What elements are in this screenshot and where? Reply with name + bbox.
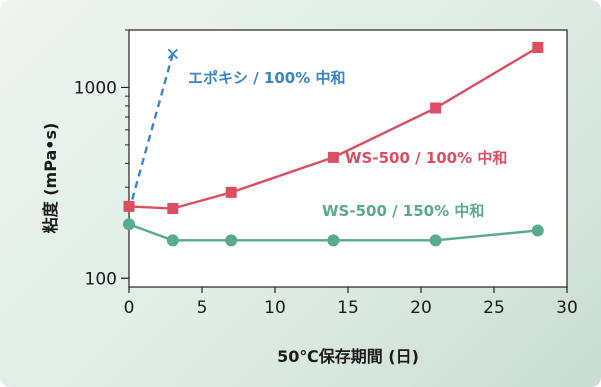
series-1 (123, 41, 544, 215)
series-layer (123, 41, 544, 247)
series-label-epoxy: エポキシ / 100% 中和 (188, 69, 346, 87)
x-tick-label-20: 20 (410, 298, 432, 318)
series-1-point-1 (167, 203, 179, 215)
series-2-point-5 (531, 224, 544, 237)
series-0-point-1 (167, 48, 178, 59)
y-tick-label-1000: 1000 (74, 78, 117, 98)
x-tick-label-25: 25 (483, 298, 505, 318)
x-tick-label-0: 0 (124, 298, 135, 318)
y-tick-label-100: 100 (85, 269, 117, 289)
labels: 50℃保存期間 (日) 粘度 (mPa•s) エポキシ / 100% 中和 WS… (41, 69, 507, 366)
series-2-point-1 (166, 234, 179, 247)
series-line-1 (128, 46, 539, 210)
series-line-0 (127, 53, 174, 212)
x-tick-label-15: 15 (337, 298, 359, 318)
x-tick-label-30: 30 (556, 298, 578, 318)
x-axis-title: 50℃保存期間 (日) (277, 347, 419, 366)
series-2 (123, 218, 544, 247)
x-tick-label-5: 5 (197, 298, 208, 318)
series-2-point-3 (327, 234, 340, 247)
series-1-point-3 (327, 151, 339, 163)
series-2-point-4 (429, 234, 442, 247)
series-2-point-2 (225, 234, 238, 247)
series-line-2 (128, 223, 538, 242)
series-1-point-4 (430, 102, 442, 114)
series-label-ws500-100: WS-500 / 100% 中和 (345, 149, 507, 167)
series-label-ws500-150: WS-500 / 150% 中和 (322, 202, 484, 220)
x-tick-label-10: 10 (264, 298, 286, 318)
y-axis-title: 粘度 (mPa•s) (41, 123, 60, 234)
series-0 (127, 48, 178, 212)
series-1-point-0 (123, 200, 135, 212)
series-1-point-2 (225, 186, 237, 198)
series-2-point-0 (123, 218, 135, 231)
series-1-point-5 (532, 41, 544, 53)
